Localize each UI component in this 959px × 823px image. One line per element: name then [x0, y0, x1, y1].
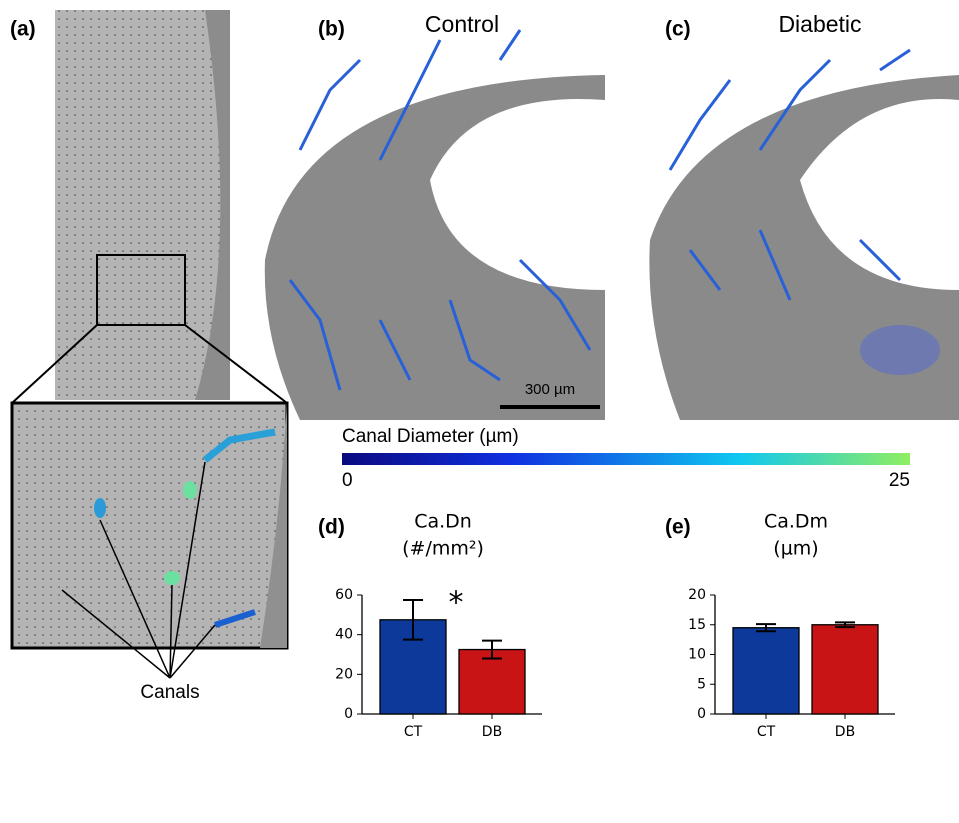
colorbar: [342, 453, 910, 465]
y-tick-label: 15: [688, 617, 706, 633]
y-tick-label: 40: [335, 627, 353, 643]
chart-title: Ca.Dn: [414, 511, 472, 533]
scale-bar-label: 300 µm: [525, 381, 575, 398]
figure: (a) (b) (c) (d) (e) Control Diabetic 300…: [0, 0, 959, 823]
y-tick-label: 10: [688, 647, 706, 663]
image-title: Diabetic: [778, 11, 861, 37]
panel-label: (e): [665, 516, 691, 539]
x-tick-label: CT: [404, 724, 423, 740]
significance-mark: *: [449, 586, 464, 621]
render-b: [265, 30, 605, 420]
bar-chart: Ca.Dm (µm) 0 5 10 15 20 CT DB: [688, 511, 895, 741]
panel-label: (b): [318, 18, 345, 41]
bar: [733, 628, 799, 714]
colorbar-label: Canal Diameter (µm): [342, 426, 519, 447]
y-tick-label: 20: [335, 666, 353, 682]
chart-title: Ca.Dm: [764, 511, 828, 533]
bar: [812, 625, 878, 714]
y-tick-label: 5: [697, 676, 706, 692]
render-c: [649, 50, 959, 420]
y-tick-label: 60: [335, 587, 353, 603]
page: (a) (b) (c) (d) (e) Control Diabetic 300…: [0, 0, 959, 823]
chart-subtitle: (µm): [773, 538, 818, 560]
panel-label: (d): [318, 516, 345, 539]
annotation: Canals: [140, 682, 199, 703]
micrograph-a: [12, 10, 287, 678]
colorbar-tick-label: 25: [889, 470, 910, 491]
panel-label: (c): [665, 18, 691, 41]
x-tick-label: DB: [482, 724, 502, 740]
bar-chart: Ca.Dn (#/mm²) 0 20 40 60 CT DB *: [335, 511, 542, 741]
y-tick-label: 0: [344, 706, 353, 722]
colorbar-tick-label: 0: [342, 470, 353, 491]
image-title: Control: [425, 11, 499, 37]
x-tick-label: CT: [757, 724, 776, 740]
chart-subtitle: (#/mm²): [402, 538, 484, 560]
x-tick-label: DB: [835, 724, 855, 740]
y-tick-label: 0: [697, 706, 706, 722]
panel-label: (a): [10, 18, 36, 41]
y-tick-label: 20: [688, 587, 706, 603]
